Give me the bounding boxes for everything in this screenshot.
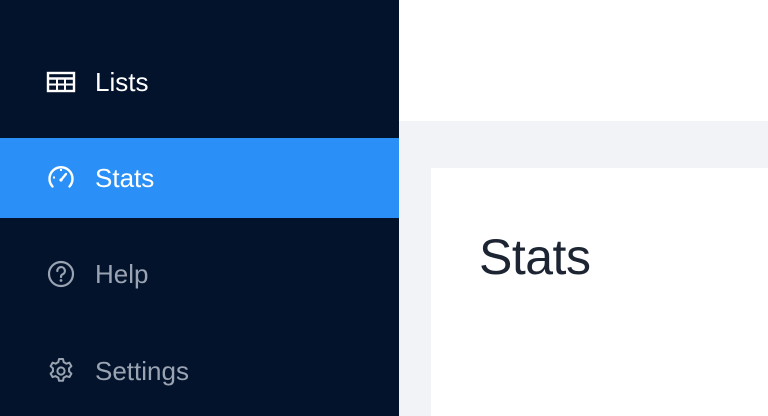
sidebar-item-label: Settings <box>95 355 189 386</box>
content-card: Stats <box>431 168 768 416</box>
speedometer-icon <box>46 163 76 193</box>
sidebar-item-label: Help <box>95 258 149 289</box>
sidebar-item-lists[interactable]: Lists <box>0 42 399 122</box>
sidebar-item-help[interactable]: Help <box>0 234 399 314</box>
gear-icon <box>46 356 76 386</box>
sidebar-item-settings[interactable]: Settings <box>0 331 399 411</box>
table-icon <box>46 67 76 97</box>
sidebar-item-stats[interactable]: Stats <box>0 138 399 218</box>
sidebar-item-label: Stats <box>95 162 155 193</box>
top-bar <box>399 0 768 121</box>
sidebar: Lists Stats He <box>0 0 399 416</box>
page-title: Stats <box>479 229 591 285</box>
help-circle-icon <box>46 259 76 289</box>
sidebar-item-label: Lists <box>95 66 149 97</box>
